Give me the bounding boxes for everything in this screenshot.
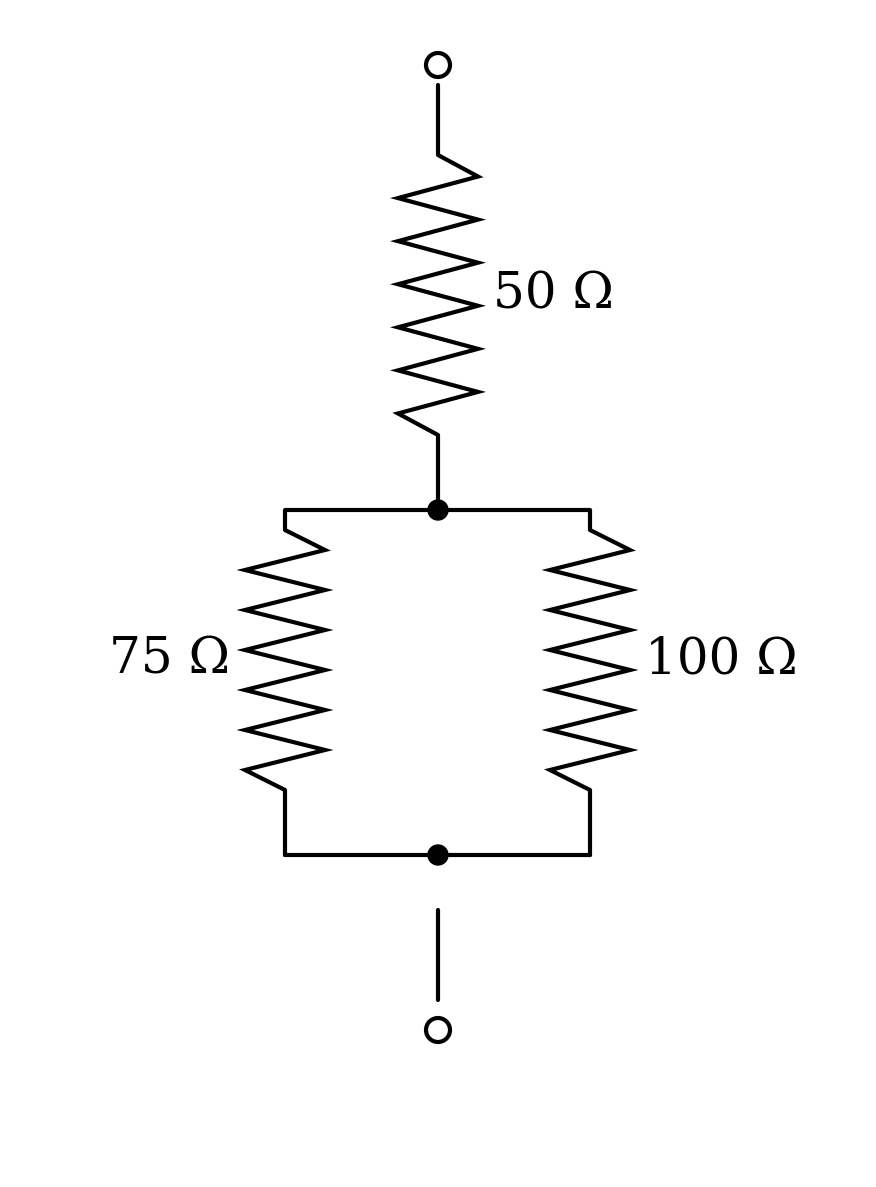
Circle shape: [428, 500, 448, 520]
Text: 75 Ω: 75 Ω: [109, 635, 230, 685]
Text: 100 Ω: 100 Ω: [645, 635, 798, 685]
Circle shape: [426, 1018, 450, 1042]
Text: 50 Ω: 50 Ω: [493, 271, 614, 319]
Circle shape: [428, 845, 448, 865]
Circle shape: [426, 53, 450, 77]
